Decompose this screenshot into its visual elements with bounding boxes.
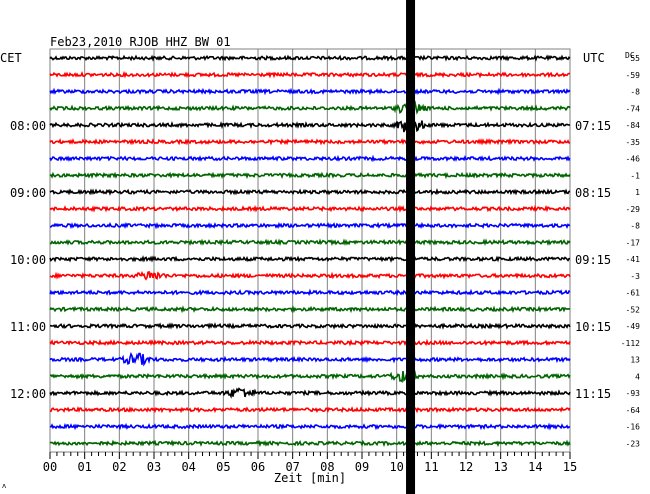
dc-offset-16: -49 (626, 322, 641, 331)
x-tick-label: 04 (181, 460, 195, 474)
trace-3 (49, 98, 571, 116)
dc-offset-13: -3 (630, 272, 640, 281)
dc-offset-12: -41 (626, 255, 641, 264)
x-tick-label: 01 (77, 460, 91, 474)
dc-offset-20: -93 (626, 389, 641, 398)
corner-mark: ʌ (2, 482, 6, 490)
x-tick-label: 06 (251, 460, 265, 474)
trace-6 (49, 154, 571, 163)
trace-14 (49, 288, 571, 297)
trace-1 (49, 70, 571, 79)
x-tick-label: 05 (216, 460, 230, 474)
time-label-right: 10:15 (575, 320, 611, 334)
dc-offset-4: -84 (626, 121, 641, 130)
dc-offset-17: -112 (621, 339, 640, 348)
trace-19 (49, 369, 571, 384)
trace-13 (49, 270, 571, 281)
time-label-right: 09:15 (575, 253, 611, 267)
trace-11 (49, 238, 571, 247)
dc-offset-6: -46 (626, 155, 641, 164)
plot-frame (49, 48, 571, 453)
trace-2 (49, 87, 571, 96)
trace-0 (49, 54, 571, 62)
x-tick-label: 08 (320, 460, 334, 474)
trace-20 (49, 387, 571, 399)
event-marker-bar (406, 0, 416, 494)
x-tick-label: 03 (147, 460, 161, 474)
x-tick-label: 13 (493, 460, 507, 474)
dc-offset-23: -23 (626, 439, 641, 448)
dc-offset-19: 4 (635, 372, 640, 381)
trace-18 (49, 351, 571, 367)
dc-offset-0: 55 (630, 54, 640, 63)
dc-offset-8: 1 (635, 188, 640, 197)
x-tick-label: 15 (563, 460, 577, 474)
trace-17 (49, 338, 571, 347)
trace-4 (49, 120, 571, 136)
dc-offset-14: -61 (626, 289, 641, 298)
trace-22 (49, 422, 571, 431)
dc-offset-11: -17 (626, 238, 641, 247)
trace-15 (49, 305, 571, 314)
dc-offset-21: -64 (626, 406, 641, 415)
dc-offset-2: -8 (630, 88, 640, 97)
x-axis-label: Zeit [min] (274, 471, 346, 485)
trace-7 (49, 171, 571, 180)
trace-10 (50, 221, 571, 230)
x-tick-label: 02 (112, 460, 126, 474)
dc-offset-1: -59 (626, 71, 641, 80)
time-label-left: 10:00 (10, 253, 46, 267)
trace-21 (49, 405, 571, 414)
x-tick-label: 09 (355, 460, 369, 474)
time-label-left: 09:00 (10, 186, 46, 200)
trace-8 (49, 187, 571, 196)
chart-title: Feb23,2010 RJOB HHZ BW 01 (50, 35, 231, 49)
time-label-right: 11:15 (575, 387, 611, 401)
dc-offset-3: -74 (626, 104, 641, 113)
trace-5 (49, 138, 571, 146)
dc-offset-7: -1 (630, 171, 640, 180)
dc-offset-5: -35 (626, 138, 641, 147)
time-label-left: 08:00 (10, 119, 46, 133)
x-tick-label: 14 (528, 460, 542, 474)
x-tick-label: 07 (285, 460, 299, 474)
trace-23 (49, 439, 571, 448)
time-label-right: 07:15 (575, 119, 611, 133)
time-label-left: 11:00 (10, 320, 46, 334)
cet-label: CET (0, 51, 22, 65)
trace-16 (49, 322, 571, 330)
x-tick-label: 00 (43, 460, 57, 474)
dc-offset-15: -52 (626, 305, 641, 314)
dc-label: DC (625, 51, 635, 60)
dc-offset-22: -16 (626, 423, 641, 432)
x-tick-label: 10 (389, 460, 403, 474)
time-label-left: 12:00 (10, 387, 46, 401)
dc-offset-10: -8 (630, 222, 640, 231)
dc-offset-9: -29 (626, 205, 641, 214)
dc-offset-18: 13 (630, 356, 640, 365)
utc-label: UTC (583, 51, 605, 65)
x-tick-label: 11 (424, 460, 438, 474)
trace-12 (49, 255, 570, 263)
trace-9 (49, 204, 571, 213)
x-tick-label: 12 (459, 460, 473, 474)
time-label-right: 08:15 (575, 186, 611, 200)
